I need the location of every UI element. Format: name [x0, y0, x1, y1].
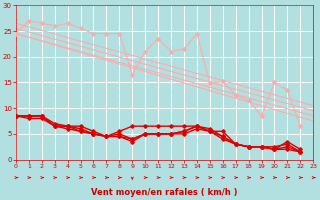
X-axis label: Vent moyen/en rafales ( km/h ): Vent moyen/en rafales ( km/h )	[91, 188, 238, 197]
